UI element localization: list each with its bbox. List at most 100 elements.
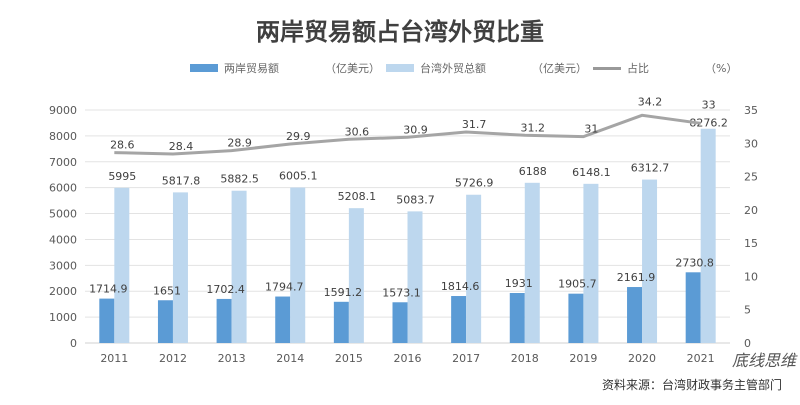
bar-cross-strait [392, 302, 408, 343]
x-tick-label: 2021 [687, 352, 715, 365]
y-left-tick-label: 3000 [49, 259, 77, 272]
data-label-cross-strait: 2161.9 [617, 271, 656, 284]
data-label-total: 5995 [108, 170, 136, 183]
data-label-ratio: 31 [584, 123, 598, 136]
y-right-tick-label: 10 [744, 270, 758, 283]
bar-total [642, 179, 658, 343]
legend-label: 台湾外贸总额 [420, 62, 486, 75]
legend-unit: （亿美元） [325, 62, 380, 75]
legend-unit: （亿美元） [532, 62, 587, 75]
bar-cross-strait [568, 293, 584, 343]
bar-total [407, 211, 423, 343]
y-right-tick-label: 5 [744, 304, 751, 317]
data-label-cross-strait: 1651 [153, 284, 181, 297]
legend-label: 占比 [627, 62, 649, 75]
data-label-cross-strait: 1573.1 [382, 286, 421, 299]
legend-unit: （%） [705, 62, 738, 75]
data-label-cross-strait: 1794.7 [265, 281, 304, 294]
data-label-cross-strait: 2730.8 [675, 256, 714, 269]
x-tick-label: 2012 [159, 352, 187, 365]
data-label-cross-strait: 1591.2 [324, 286, 363, 299]
x-tick-label: 2019 [569, 352, 597, 365]
bar-cross-strait [451, 296, 467, 343]
y-right-tick-label: 0 [744, 337, 751, 350]
data-label-total: 8276.2 [689, 117, 728, 130]
data-label-ratio: 33 [702, 98, 716, 111]
bar-cross-strait [99, 298, 115, 343]
bar-cross-strait [216, 298, 232, 343]
y-left-tick-label: 6000 [49, 182, 77, 195]
bar-total [466, 194, 482, 343]
y-left-tick-label: 9000 [49, 104, 77, 117]
source-note: 资料来源：台湾财政事务主管部门 [601, 378, 782, 392]
bar-cross-strait [333, 301, 349, 343]
data-label-cross-strait: 1931 [505, 277, 533, 290]
x-tick-label: 2016 [394, 352, 422, 365]
bar-cross-strait [685, 272, 701, 343]
legend-swatch-ratio [593, 66, 621, 70]
x-tick-label: 2011 [100, 352, 128, 365]
bar-total [172, 192, 188, 343]
data-label-ratio: 28.9 [227, 137, 252, 150]
legend-swatch-total [386, 64, 414, 72]
x-tick-label: 2020 [628, 352, 656, 365]
data-label-total: 6312.7 [631, 162, 670, 175]
y-right-tick-label: 35 [744, 104, 758, 117]
data-label-total: 5726.9 [455, 177, 494, 190]
x-tick-label: 2018 [511, 352, 539, 365]
bar-cross-strait [509, 293, 525, 343]
data-label-ratio: 29.9 [286, 130, 311, 143]
data-label-total: 6005.1 [279, 170, 318, 183]
data-label-cross-strait: 1905.7 [558, 278, 597, 291]
x-tick-label: 2014 [276, 352, 304, 365]
data-label-total: 5817.8 [162, 174, 201, 187]
bar-total [231, 190, 247, 343]
line-ratio [114, 113, 701, 156]
y-right-tick-label: 20 [744, 204, 758, 217]
y-left-tick-label: 1000 [49, 311, 77, 324]
data-label-cross-strait: 1814.6 [441, 280, 480, 293]
data-label-ratio: 31.2 [521, 121, 546, 134]
x-tick-label: 2015 [335, 352, 363, 365]
data-label-ratio: 28.6 [110, 139, 135, 152]
data-label-total: 5083.7 [396, 193, 435, 206]
data-label-ratio: 28.4 [169, 140, 194, 153]
bar-total [524, 182, 540, 343]
bar-cross-strait [157, 300, 173, 343]
legend-label: 两岸贸易额 [224, 62, 279, 75]
data-label-total: 6148.1 [572, 166, 611, 179]
data-label-cross-strait: 1714.9 [89, 283, 128, 296]
y-left-tick-label: 2000 [49, 285, 77, 298]
bar-total [583, 183, 599, 343]
bar-total [348, 208, 364, 343]
data-label-total: 5882.5 [220, 173, 259, 186]
y-right-tick-label: 15 [744, 237, 758, 250]
y-left-tick-label: 5000 [49, 208, 77, 221]
legend-swatch-cross-strait [190, 64, 218, 72]
legend: 两岸贸易额 （亿美元） 台湾外贸总额 （亿美元） 占比 （%） [190, 60, 737, 76]
y-right-tick-label: 30 [744, 137, 758, 150]
bar-cross-strait [627, 287, 643, 343]
y-left-tick-label: 7000 [49, 156, 77, 169]
y-left-tick-label: 0 [70, 337, 77, 350]
bar-total [290, 187, 306, 343]
data-label-cross-strait: 1702.4 [206, 283, 245, 296]
bar-cross-strait [275, 296, 291, 343]
data-label-total: 6188 [519, 165, 547, 178]
y-left-tick-label: 4000 [49, 233, 77, 246]
x-tick-label: 2017 [452, 352, 480, 365]
bar-total [114, 187, 130, 343]
x-tick-label: 2013 [218, 352, 246, 365]
data-label-ratio: 34.2 [638, 95, 663, 108]
y-left-tick-label: 8000 [49, 130, 77, 143]
watermark: 底线思维 [732, 351, 797, 370]
data-label-total: 5208.1 [338, 190, 377, 203]
bar-total [700, 128, 716, 343]
y-right-tick-label: 25 [744, 171, 758, 184]
chart-title: 两岸贸易额占台湾外贸比重 [256, 17, 544, 46]
data-label-ratio: 30.6 [345, 125, 370, 138]
data-label-ratio: 31.7 [462, 118, 487, 131]
data-label-ratio: 30.9 [403, 123, 428, 136]
